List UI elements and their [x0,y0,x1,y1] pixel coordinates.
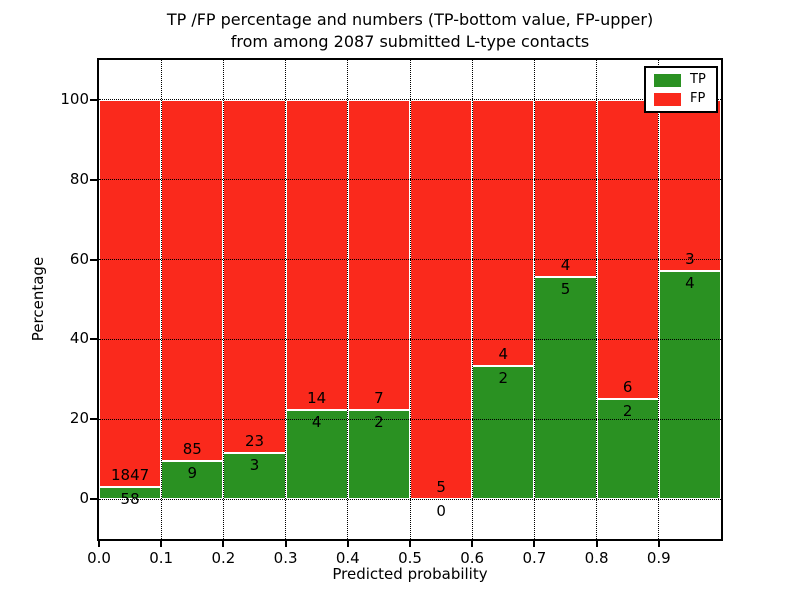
legend-label-tp: TP [690,72,706,87]
chart-title: TP /FP percentage and numbers (TP-bottom… [166,10,654,51]
bar-fp [285,99,348,411]
x-tick-mark [160,541,163,547]
bar-fp [223,99,286,453]
x-tick-mark [595,541,598,547]
x-tick-mark [284,541,287,547]
v-gridline [285,60,287,539]
x-tick-label: 0.7 [522,549,547,567]
y-tick-label: 60 [69,249,89,268]
bar-tp [534,277,597,500]
bar-label-tp: 9 [187,463,198,482]
x-axis-label: Predicted probability [332,565,488,583]
bar-label-fp: 23 [244,432,265,451]
bar-fp [534,99,597,278]
bar-label-fp: 3 [685,249,695,268]
legend-entry-fp: FP [654,92,708,106]
bar-tp [596,399,659,500]
x-tick-label: 0.0 [87,549,111,567]
x-tick-mark [657,541,660,547]
bar-label-tp: 3 [249,456,260,475]
fp-legend-swatch [654,92,681,106]
bar-fp [472,99,535,367]
x-tick-label: 0.2 [211,549,236,567]
bar-label-fp: 5 [436,478,446,497]
bar-tp [285,410,348,500]
bar-label-tp: 58 [120,489,140,508]
bar-label-fp: 85 [182,439,202,458]
bar-label-tp: 4 [311,413,322,432]
x-tick-mark [409,541,411,547]
x-tick-label: 0.6 [460,549,485,567]
bar-label-fp: 1847 [111,465,150,484]
v-gridline [222,60,224,539]
tp-legend-swatch [654,73,681,87]
bar-tp [161,460,224,500]
x-tick-mark [98,541,100,547]
y-tick-mark [90,498,97,501]
bar-tp [223,453,286,500]
y-tick-mark [90,178,97,181]
bar-label-fp: 6 [622,378,633,397]
x-tick-label: 0.9 [646,549,671,567]
plot-area: 1847 58 85 9 23 3 14 4 7 2 5 0 4 2 4 5 6 2 3 4 0 20 40 60 80 100 0… [60,58,723,567]
y-tick-mark [90,418,97,421]
v-gridline [596,60,598,539]
y-tick-label: 20 [69,409,89,428]
bar-fp [410,99,473,500]
bar-fp [347,99,410,411]
bar-fp [596,99,659,400]
bar-label-tp: 2 [498,369,509,388]
bar-tp [99,486,162,500]
x-tick-label: 0.5 [398,549,422,567]
y-tick-mark [90,258,97,261]
y-tick-label: 0 [79,489,89,508]
bar-fp [99,99,162,487]
bar-label-fp: 4 [560,256,571,275]
legend-entry-tp: TP [654,73,708,87]
x-tick-mark [533,541,536,547]
v-gridline [347,60,349,539]
bar-tp [347,410,410,500]
bar-tp [472,366,535,500]
y-tick-label: 40 [69,329,89,348]
x-tick-label: 0.4 [335,549,360,567]
bar-label-tp: 2 [374,413,384,432]
x-tick-mark [222,541,225,547]
bar-label-fp: 7 [374,389,384,408]
bar-label-tp: 4 [685,273,695,292]
legend: TP FP [644,66,718,113]
y-tick-mark [90,98,97,101]
legend-label-fp: FP [690,91,706,106]
bar-fp [161,99,224,461]
v-gridline [533,60,535,539]
bar-label-fp: 4 [498,345,509,364]
bar-label-fp: 14 [307,389,327,408]
v-gridline [409,60,411,539]
x-tick-label: 0.3 [273,549,298,567]
v-gridline [658,60,660,539]
bar-label-tp: 0 [436,502,446,521]
x-tick-mark [346,541,349,547]
bar-label-tp: 2 [622,402,633,421]
v-gridline [471,60,473,539]
y-tick-label: 100 [60,89,89,108]
x-tick-mark [471,541,474,547]
y-tick-label: 80 [69,169,89,188]
bar-label-tp: 5 [560,280,571,299]
y-tick-mark [90,338,97,341]
bar-fp [658,99,721,271]
bar-tp [658,270,721,500]
x-tick-label: 0.1 [149,549,174,567]
v-gridline [160,60,162,539]
x-tick-label: 0.8 [584,549,609,567]
